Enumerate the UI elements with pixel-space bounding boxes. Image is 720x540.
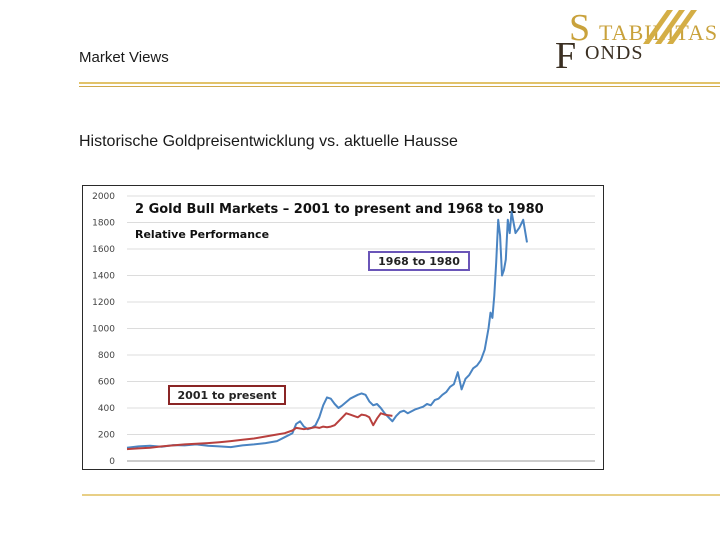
annotation-2001-to-present-label: 2001 to present bbox=[178, 389, 277, 402]
slide-subtitle: Historische Goldpreisentwicklung vs. akt… bbox=[79, 133, 458, 150]
page-title: Market Views bbox=[79, 49, 169, 66]
annotation-1968-to-1980-label: 1968 to 1980 bbox=[378, 255, 460, 268]
annotation-1968-to-1980: 1968 to 1980 bbox=[368, 251, 470, 271]
gold-chart: 2 Gold Bull Markets – 2001 to present an… bbox=[82, 185, 604, 470]
header-rule-thin bbox=[79, 86, 720, 87]
chart-svg: 2 Gold Bull Markets – 2001 to present an… bbox=[92, 192, 595, 467]
y-tick-label: 800 bbox=[98, 351, 115, 361]
y-tick-label: 0 bbox=[109, 457, 115, 467]
chart-title: 2 Gold Bull Markets – 2001 to present an… bbox=[135, 202, 544, 217]
y-tick-label: 1000 bbox=[92, 325, 115, 335]
logo-stripes-icon bbox=[643, 10, 697, 44]
y-tick-label: 400 bbox=[98, 404, 115, 414]
annotation-1968-to-1980-box bbox=[368, 251, 470, 271]
y-tick-label: 200 bbox=[98, 431, 115, 441]
y-tick-label: 1600 bbox=[92, 245, 115, 255]
logo-letter-f: F bbox=[555, 35, 577, 77]
annotation-2001-to-present: 2001 to present bbox=[168, 385, 286, 405]
y-tick-label: 1200 bbox=[92, 298, 115, 308]
stabilitas-logo: S TABILITAS F ONDS bbox=[555, 6, 717, 77]
series-line-2001-to-present bbox=[126, 412, 393, 451]
logo-letter-s: S bbox=[569, 7, 591, 49]
chart-subtitle: Relative Performance bbox=[135, 228, 269, 241]
y-tick-label: 2000 bbox=[92, 192, 115, 202]
header-rule bbox=[79, 82, 720, 84]
footer-rule bbox=[82, 494, 720, 496]
y-tick-label: 1800 bbox=[92, 219, 115, 229]
series-line-1968-to-1980 bbox=[126, 210, 528, 449]
logo-line2: ONDS bbox=[585, 42, 644, 64]
y-tick-label: 600 bbox=[98, 378, 115, 388]
y-tick-label: 1400 bbox=[92, 272, 115, 282]
annotation-2001-to-present-box bbox=[168, 385, 286, 405]
